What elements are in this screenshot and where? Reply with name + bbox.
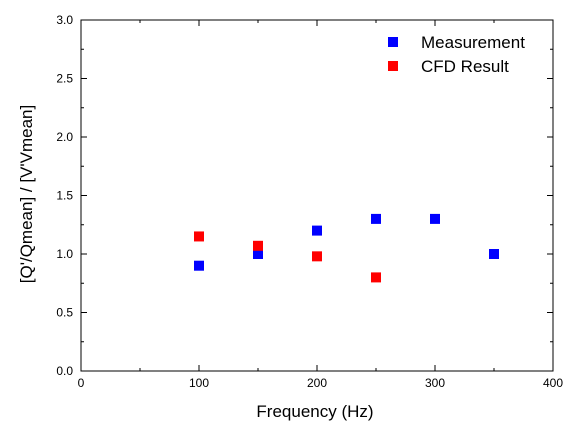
y-tick-label: 1.0 <box>56 247 73 261</box>
measurement-point <box>489 249 499 259</box>
legend-label-cfd-result: CFD Result <box>421 57 509 76</box>
points-layer <box>194 213 499 283</box>
x-tick-label: 400 <box>543 376 563 390</box>
x-tick-label: 200 <box>307 376 327 390</box>
y-tick-label: 3.0 <box>56 13 73 27</box>
legend-marker-measurement <box>388 37 398 47</box>
legend-marker-cfd-result <box>388 61 398 71</box>
cfd-result-point <box>253 240 263 251</box>
legend-label-measurement: Measurement <box>421 33 525 52</box>
y-tick-label: 1.5 <box>56 189 73 203</box>
legend: Measurement CFD Result <box>388 33 525 76</box>
x-tick-label: 100 <box>189 376 209 390</box>
y-tick-label: 0.0 <box>56 364 73 378</box>
y-tick-label: 0.5 <box>56 306 73 320</box>
y-tick-label: 2.0 <box>56 130 73 144</box>
y-axis-title: [Q'/Qmean] / [V'Vmean] <box>17 105 36 283</box>
x-tick-label: 0 <box>78 376 85 390</box>
measurement-point <box>312 225 322 236</box>
cfd-result-point <box>194 231 204 242</box>
x-tick-label: 300 <box>425 376 445 390</box>
measurement-point <box>371 213 381 224</box>
measurement-point <box>194 260 204 271</box>
cfd-result-point <box>312 251 322 262</box>
ticks-layer: 0 100 200 300 400 0.0 0.5 1.0 1.5 2.0 2.5 3.0 <box>56 13 563 390</box>
x-axis-title: Frequency (Hz) <box>256 402 373 421</box>
measurement-point <box>430 213 440 224</box>
cfd-result-point <box>371 272 381 283</box>
y-tick-label: 2.5 <box>56 72 73 86</box>
measurement-point <box>253 249 263 259</box>
